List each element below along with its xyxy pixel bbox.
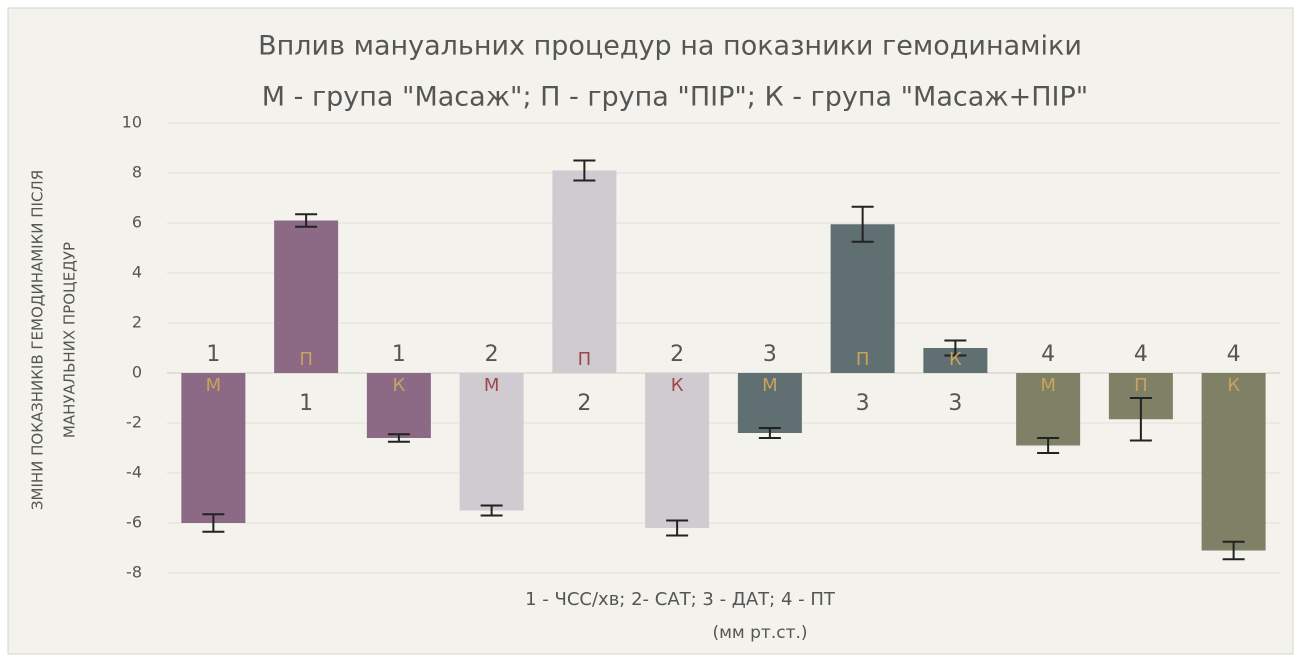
x-axis-label: (мм рт.ст.)	[712, 623, 807, 643]
bar-letter: М	[762, 375, 778, 396]
y-tick-label: 4	[132, 263, 142, 282]
group-label: 1	[206, 342, 220, 367]
group-label: 2	[485, 342, 499, 367]
y-axis-label: ЗМІНИ ПОКАЗНИКІВ ГЕМОДИНАМІКИ ПІСЛЯ	[29, 170, 47, 510]
group-label: 3	[948, 391, 962, 416]
chart-background	[7, 7, 1294, 655]
group-label: 2	[670, 342, 684, 367]
bar-letter: П	[578, 349, 592, 370]
y-tick-label: -2	[126, 413, 142, 432]
y-tick-label: 0	[132, 363, 142, 382]
group-label: 4	[1227, 342, 1241, 367]
bar	[737, 373, 802, 433]
bar	[1016, 373, 1081, 446]
bar	[274, 220, 339, 373]
group-label: 3	[763, 342, 777, 367]
bar-letter: М	[1040, 375, 1056, 396]
bar-letter: М	[484, 375, 500, 396]
group-label: 1	[299, 391, 313, 416]
bar	[645, 373, 710, 528]
group-label: 4	[1041, 342, 1055, 367]
bar-letter: П	[299, 349, 313, 370]
y-tick-label: -4	[126, 463, 142, 482]
group-label: 3	[856, 391, 870, 416]
bar-letter: М	[206, 375, 222, 396]
bar	[552, 170, 617, 373]
chart-title: Вплив мануальних процедур на показники г…	[258, 31, 1082, 62]
bar	[830, 224, 895, 373]
x-axis-label: 1 - ЧСС/хв; 2- САТ; 3 - ДАТ; 4 - ПТ	[525, 589, 836, 610]
y-tick-label: 8	[132, 163, 142, 182]
bar-letter: К	[671, 375, 684, 396]
bar-letter: П	[1134, 375, 1148, 396]
bar	[181, 373, 246, 523]
y-tick-label: -6	[126, 513, 142, 532]
bar	[366, 373, 431, 438]
bar-letter: К	[392, 375, 405, 396]
bar	[1201, 373, 1266, 551]
y-axis-label: МАНУАЛЬНИХ ПРОЦЕДУР	[61, 242, 79, 438]
y-tick-label: -8	[126, 563, 142, 582]
bar-letter: К	[949, 349, 962, 370]
y-tick-label: 6	[132, 213, 142, 232]
bar-letter: П	[856, 349, 870, 370]
group-label: 2	[577, 391, 591, 416]
y-tick-label: 10	[122, 113, 142, 132]
bar-letter: К	[1227, 375, 1240, 396]
group-label: 1	[392, 342, 406, 367]
group-label: 4	[1134, 342, 1148, 367]
y-tick-label: 2	[132, 313, 142, 332]
bar	[459, 373, 524, 511]
chart-subtitle: М - група "Масаж"; П - група "ПІР"; К - …	[262, 82, 1088, 113]
